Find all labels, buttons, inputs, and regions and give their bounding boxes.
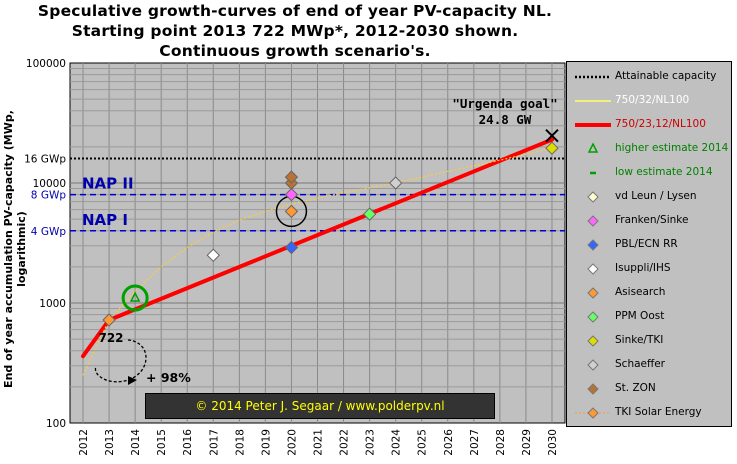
- legend-label: Isuppli/IHS: [615, 262, 671, 274]
- x-tick-label: 2013: [104, 429, 116, 456]
- copyright-box: © 2014 Peter J. Segaar / www.polderpv.nl: [145, 393, 495, 419]
- legend-symbol: [587, 359, 599, 371]
- x-tick-label: 2027: [469, 429, 481, 456]
- legend-label: Attainable capacity: [615, 70, 717, 82]
- x-tick-label: 2030: [547, 429, 559, 456]
- legend-item: Isuppli/IHS: [567, 258, 733, 280]
- x-tick-label: 2026: [443, 429, 455, 456]
- legend-item: vd Leun / Lysen: [567, 186, 733, 208]
- legend-item: Franken/Sinke: [567, 210, 733, 232]
- y-tick-label: 100: [46, 418, 66, 430]
- legend-label: 750/32/NL100: [615, 94, 690, 106]
- urgenda-goal-label: "Urgenda goal": [452, 96, 557, 111]
- legend-label: St. ZON: [615, 382, 656, 394]
- legend-item: PPM Oost: [567, 306, 733, 328]
- data-point-diamond: [102, 313, 116, 327]
- start-value-label: 722: [98, 331, 123, 345]
- x-tick-label: 2018: [234, 429, 246, 456]
- x-tick-label: 2012: [78, 429, 90, 456]
- legend-item: PBL/ECN RR: [567, 234, 733, 256]
- chart-title-line2: Starting point 2013 722 MWp*, 2012-2030 …: [71, 22, 519, 40]
- data-point-triangle: [129, 291, 141, 302]
- legend-item: higher estimate 2014: [567, 138, 733, 160]
- legend-item: TKI Solar Energy: [567, 402, 733, 424]
- reference-line-label: 16 GWp: [24, 154, 66, 166]
- legend-symbol: [587, 311, 599, 323]
- data-point-diamond: [206, 248, 220, 262]
- urgenda-x-mark: [545, 128, 559, 143]
- reference-line-label: 8 GWp: [31, 190, 67, 202]
- legend-symbol: [587, 287, 599, 299]
- data-point-diamond: [362, 207, 377, 221]
- legend-item: Sinke/TKI: [567, 330, 733, 352]
- x-tick-label: 2022: [339, 429, 351, 456]
- legend-item: 750/23,12/NL100: [567, 114, 733, 136]
- y-tick-label: 10000: [33, 178, 66, 190]
- legend-item: Attainable capacity: [567, 66, 733, 88]
- legend-symbol: [587, 383, 599, 395]
- legend-item: low estimate 2014: [567, 162, 733, 184]
- x-tick-label: 2015: [156, 429, 168, 456]
- legend-item: Schaeffer: [567, 354, 733, 376]
- legend-symbol: [587, 215, 599, 227]
- growth-arrow: [94, 339, 147, 383]
- x-tick-label: 2014: [130, 429, 142, 456]
- legend-symbol: [587, 191, 599, 203]
- growth-label: + 98%: [146, 370, 191, 385]
- data-point-diamond: [284, 170, 299, 184]
- x-tick-label: 2021: [313, 429, 325, 456]
- x-tick-label: 2020: [286, 429, 298, 456]
- legend-label: higher estimate 2014: [615, 142, 729, 154]
- legend-symbol: [587, 239, 599, 251]
- x-tick-label: 2017: [208, 429, 220, 456]
- legend-label: Franken/Sinke: [615, 214, 689, 226]
- legend-symbol: [575, 100, 611, 102]
- data-point-diamond: [284, 240, 299, 255]
- y-tick-label: 100000: [26, 58, 66, 70]
- y-tick-label: 1000: [39, 298, 66, 310]
- growth-arrow-head: [128, 376, 137, 385]
- x-tick-label: 2023: [365, 429, 377, 456]
- legend-symbol: [587, 142, 599, 153]
- legend-label: TKI Solar Energy: [615, 406, 702, 418]
- legend-label: PBL/ECN RR: [615, 238, 678, 250]
- legend-symbol: [587, 263, 599, 275]
- urgenda-goal-value: 24.8 GW: [479, 112, 532, 127]
- legend-symbol: [587, 335, 599, 347]
- legend-item: Asisearch: [567, 282, 733, 304]
- legend-label: Schaeffer: [615, 358, 665, 370]
- legend: Attainable capacity 750/32/NL100 750/23,12…: [566, 61, 732, 427]
- legend-symbol: [575, 123, 611, 127]
- x-tick-label: 2025: [417, 429, 429, 456]
- chart-title-line1: Speculative growth-curves of end of year…: [37, 2, 553, 20]
- legend-label: 750/23,12/NL100: [615, 118, 706, 130]
- highlight-circle: [121, 284, 149, 312]
- legend-label: low estimate 2014: [615, 166, 713, 178]
- legend-item: 750/32/NL100: [567, 90, 733, 112]
- x-tick-label: 2024: [391, 429, 403, 456]
- x-tick-label: 2016: [182, 429, 194, 456]
- legend-label: Sinke/TKI: [615, 334, 664, 346]
- data-point-diamond: [388, 176, 403, 190]
- nap2-label: NAP II: [82, 175, 134, 193]
- data-point-diamond: [284, 187, 299, 202]
- x-tick-label: 2019: [260, 429, 272, 456]
- legend-label: vd Leun / Lysen: [615, 190, 697, 202]
- legend-symbol: [575, 407, 611, 419]
- data-point-diamond: [284, 204, 299, 219]
- nap1-label: NAP I: [82, 211, 128, 229]
- legend-symbol: [590, 171, 596, 175]
- legend-label: PPM Oost: [615, 310, 665, 322]
- legend-label: Asisearch: [615, 286, 666, 298]
- reference-line-label: 4 GWp: [31, 226, 67, 238]
- legend-item: St. ZON: [567, 378, 733, 400]
- x-tick-label: 2028: [495, 429, 507, 456]
- data-point-diamond: [545, 141, 559, 155]
- legend-symbol: [575, 75, 611, 79]
- x-tick-label: 2029: [521, 429, 533, 456]
- chart-title-line3: Continuous growth scenario's.: [159, 42, 431, 60]
